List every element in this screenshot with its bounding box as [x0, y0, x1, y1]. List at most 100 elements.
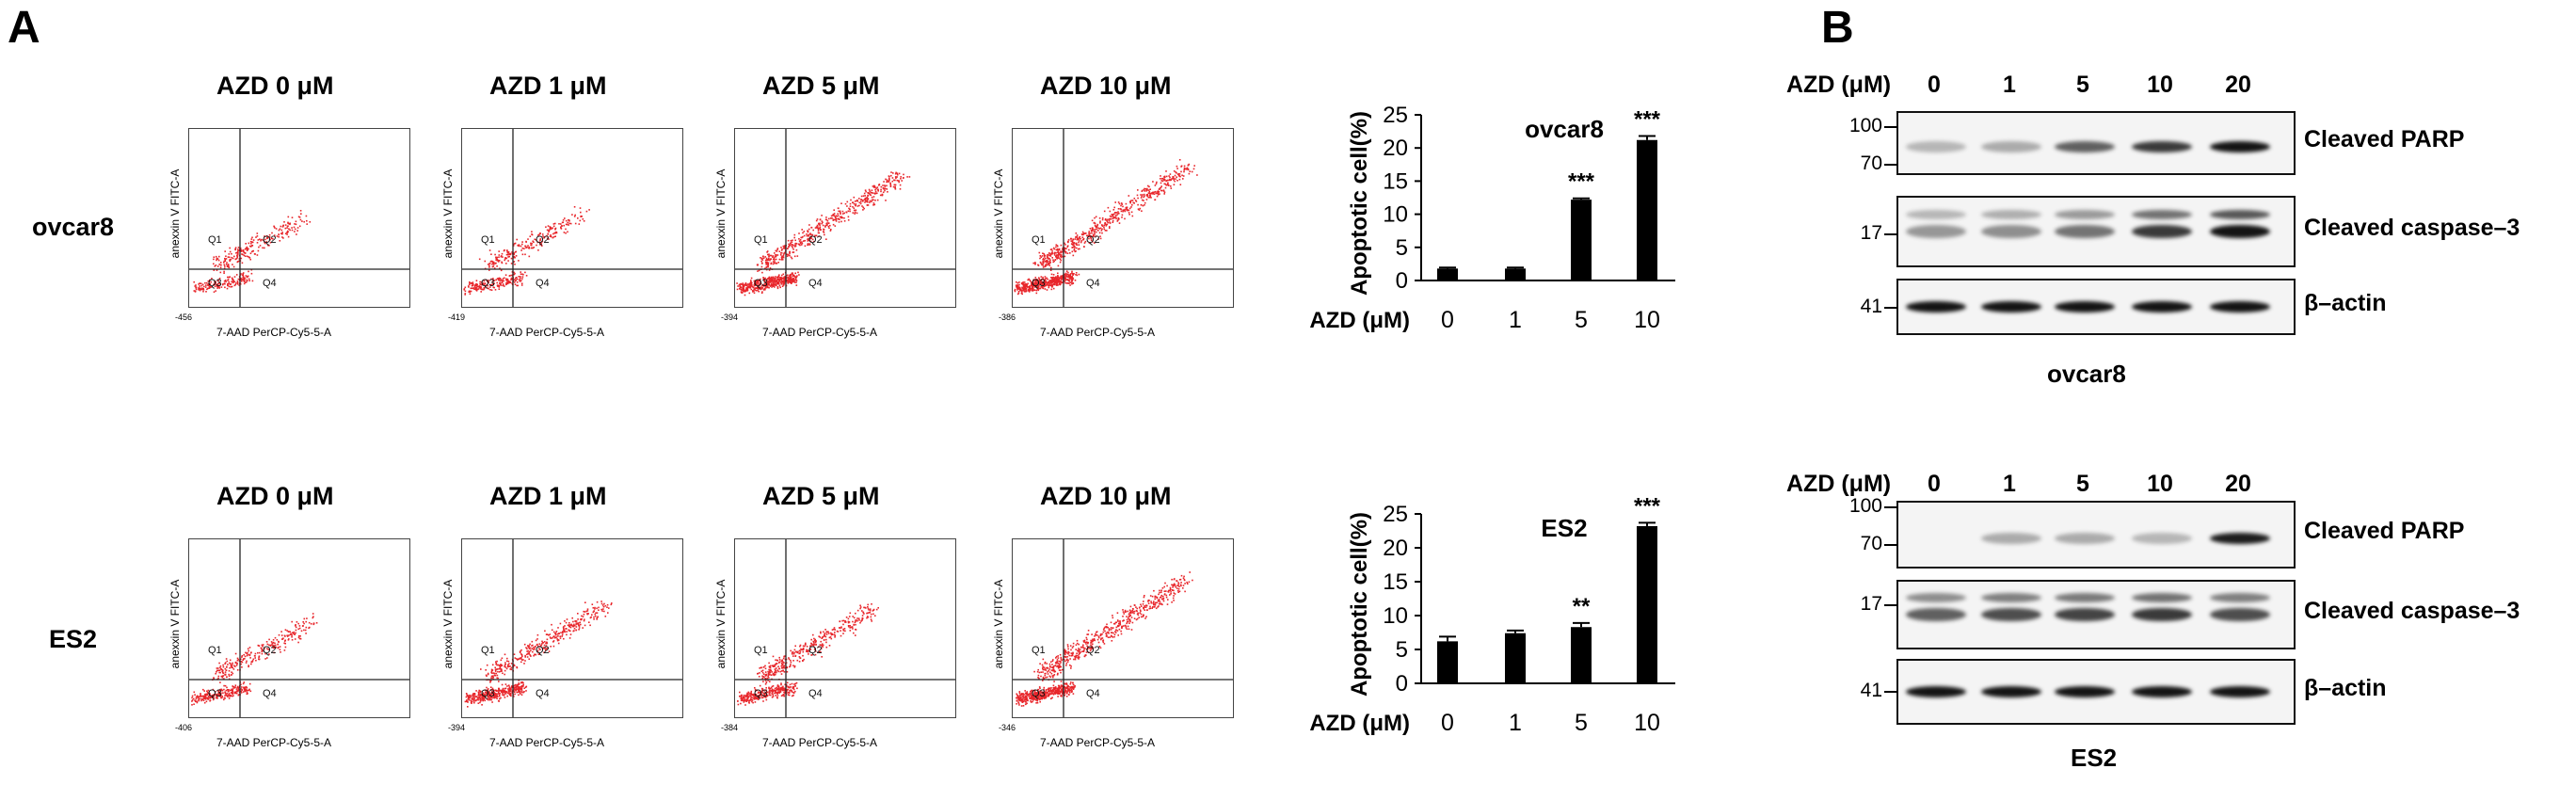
wb-mw-tick	[1884, 233, 1897, 235]
wb-band	[2055, 301, 2115, 312]
x-category-label: 10	[1634, 307, 1660, 333]
y-tick-label: 15	[1383, 569, 1408, 595]
wb-treatment-label: AZD (μM)	[1786, 72, 1892, 98]
wb-cell-line-label: ovcar8	[2047, 360, 2126, 388]
wb-mw-tick	[1884, 506, 1897, 508]
quadrant-label: Q1	[754, 645, 768, 656]
x-category-label: 5	[1575, 710, 1588, 736]
wb-protein-label: β–actin	[2304, 290, 2387, 316]
flow-plot-title: AZD 5 μM	[762, 72, 880, 100]
quadrant-label: Q2	[536, 234, 550, 246]
flow-plot-x-axis-label: 7-AAD PerCP-Cy5-5-A	[762, 736, 878, 749]
quadrant-label: Q3	[1032, 278, 1046, 289]
x-category-label: 10	[1634, 710, 1660, 736]
bar	[1571, 627, 1592, 683]
flow-plot-events	[193, 210, 312, 293]
wb-band	[2132, 533, 2192, 544]
flow-plot-y-axis-label: anexxin V FITC-A	[714, 579, 728, 669]
wb-lane-label: 5	[2076, 471, 2089, 497]
flow-plot-x-min-label: -346	[999, 723, 1016, 732]
significance-marker: ***	[1634, 493, 1661, 519]
wb-band	[2210, 301, 2270, 312]
wb-lane-label: 0	[1928, 471, 1941, 497]
flow-plot-x-axis-label: 7-AAD PerCP-Cy5-5-A	[216, 326, 332, 339]
wb-lane-label: 5	[2076, 72, 2089, 98]
bar	[1637, 139, 1657, 280]
quadrant-label: Q2	[1086, 234, 1100, 246]
flow-plot-x-min-label: -456	[175, 312, 193, 322]
bar	[1637, 525, 1657, 683]
flow-plot: Q1 Q2 Q3 Q4	[188, 538, 410, 718]
wb-band	[2132, 593, 2192, 602]
wb-band	[2132, 301, 2192, 312]
quadrant-label: Q2	[536, 645, 550, 656]
significance-marker: ***	[1568, 169, 1595, 195]
wb-protein-label: Cleaved PARP	[2304, 126, 2465, 152]
wb-band	[2210, 141, 2270, 152]
bar	[1437, 268, 1458, 280]
flow-plot-events	[1014, 159, 1198, 296]
wb-mw-marker: 17	[1860, 593, 1882, 615]
flow-plot-x-min-label: -384	[721, 723, 739, 732]
flow-plot-y-axis-label: anexxin V FITC-A	[992, 579, 1005, 669]
wb-band	[2210, 225, 2270, 238]
wb-mw-marker: 70	[1860, 533, 1882, 554]
wb-band	[2055, 533, 2115, 544]
row-label-es2: ES2	[49, 625, 98, 653]
flow-plot-title: AZD 1 μM	[489, 482, 607, 510]
y-axis-label: Apoptotic cell(%)	[1347, 512, 1372, 697]
y-tick-label: 25	[1383, 103, 1408, 128]
wb-band	[2132, 141, 2192, 152]
chart-title: ovcar8	[1525, 115, 1604, 143]
wb-mw-marker: 41	[1860, 680, 1882, 701]
flow-plot-y-axis-label: anexxin V FITC-A	[168, 168, 182, 259]
wb-band	[1981, 210, 2041, 219]
quadrant-label: Q3	[481, 278, 495, 289]
wb-blot-strip	[1896, 196, 2296, 267]
wb-lane-label: 0	[1928, 72, 1941, 98]
quadrant-label: Q4	[808, 278, 823, 289]
significance-marker: **	[1573, 594, 1591, 619]
y-tick-label: 15	[1383, 168, 1408, 194]
y-tick-label: 20	[1383, 536, 1408, 561]
flow-plot-x-axis-label: 7-AAD PerCP-Cy5-5-A	[1040, 326, 1156, 339]
bar-chart-ovcar8: 0 5 10 15 20 25 Apoptotic cell(%) ovcar8 0 1 *** 5 *…	[1309, 103, 1675, 333]
quadrant-label: Q3	[754, 688, 768, 699]
wb-mw-marker: 100	[1848, 495, 1882, 517]
flow-plot-events	[191, 613, 318, 706]
quadrant-label: Q4	[1086, 278, 1100, 289]
wb-mw-tick	[1884, 604, 1897, 606]
flow-plot-title: AZD 5 μM	[762, 482, 880, 510]
bar	[1437, 641, 1458, 683]
y-axis-label: Apoptotic cell(%)	[1347, 111, 1372, 296]
quadrant-label: Q1	[481, 645, 495, 656]
flow-plot: Q1 Q2 Q3 Q4	[188, 128, 410, 308]
wb-band	[2132, 225, 2192, 238]
quadrant-label: Q1	[208, 234, 222, 246]
panel-b-letter: B	[1821, 3, 1854, 53]
flow-plot-title: AZD 1 μM	[489, 72, 607, 100]
flow-plot-events	[736, 171, 911, 296]
flow-plot-frame	[461, 128, 683, 308]
wb-mw-marker: 100	[1848, 115, 1882, 136]
x-axis-label: AZD (μM)	[1309, 308, 1410, 333]
flow-plot-y-axis-label: anexxin V FITC-A	[441, 168, 455, 259]
wb-protein-label: Cleaved PARP	[2304, 518, 2465, 544]
y-tick-label: 5	[1396, 637, 1408, 663]
wb-blot-strip	[1896, 659, 2296, 725]
flow-plot: Q1 Q2 Q3 Q4	[734, 538, 956, 718]
wb-mw-marker: 17	[1860, 222, 1882, 244]
wb-blot-strip	[1896, 580, 2296, 649]
wb-blot-strip	[1896, 279, 2296, 335]
wb-band	[2055, 686, 2115, 697]
wb-band	[2210, 593, 2270, 602]
wb-band	[1906, 608, 1966, 621]
y-tick-label: 0	[1396, 671, 1408, 697]
flow-plot-y-axis-label: anexxin V FITC-A	[992, 168, 1005, 259]
flow-plot-x-axis-label: 7-AAD PerCP-Cy5-5-A	[489, 326, 605, 339]
flow-plot-title: AZD 0 μM	[216, 72, 334, 100]
quadrant-label: Q3	[208, 278, 222, 289]
wb-lane-label: 10	[2147, 471, 2173, 497]
x-category-label: 1	[1509, 307, 1522, 333]
bar	[1571, 200, 1592, 280]
